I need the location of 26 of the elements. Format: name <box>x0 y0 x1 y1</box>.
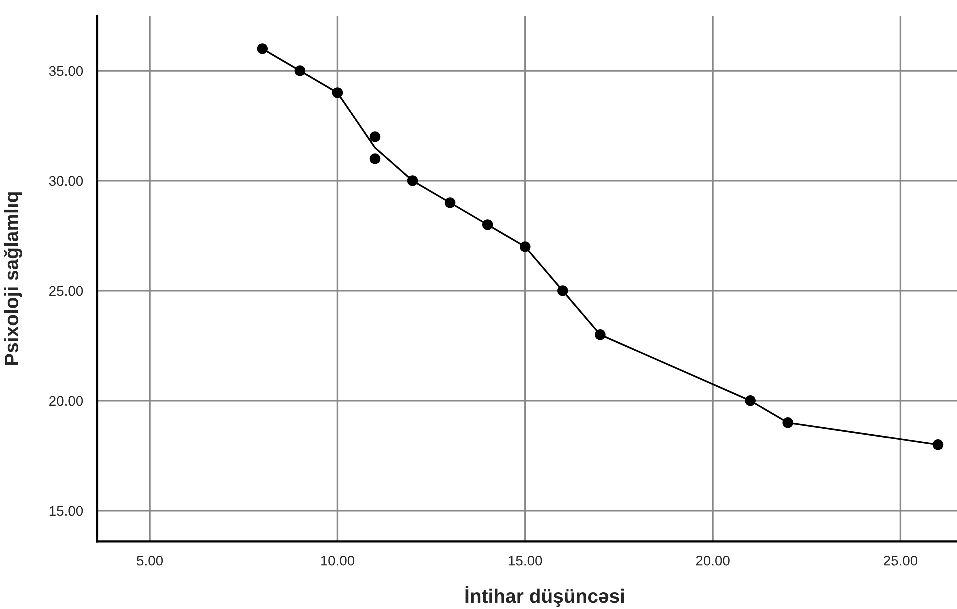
x-tick-label: 20.00 <box>696 556 730 566</box>
point <box>370 132 381 142</box>
point <box>595 330 606 340</box>
point <box>782 418 794 428</box>
point <box>558 286 568 296</box>
y-tick-label: 20.00 <box>50 396 84 406</box>
point <box>482 220 494 230</box>
point <box>520 242 531 252</box>
x-tick-label: 15.00 <box>509 556 542 566</box>
point <box>332 88 344 98</box>
x-tick-label: 25.00 <box>884 556 918 566</box>
y-axis-title: Psixoloji sağlamlıq <box>4 192 22 366</box>
point <box>294 66 306 76</box>
y-tick-label: 30.00 <box>49 176 84 186</box>
x-axis-title: İntihar düşüncəsi <box>466 586 624 608</box>
point <box>370 154 381 164</box>
point <box>407 176 418 186</box>
x-tick-label: 10.00 <box>321 556 355 566</box>
point <box>444 198 456 208</box>
point <box>932 440 944 450</box>
y-tick-label: 15.00 <box>50 506 84 516</box>
y-tick-label: 25.00 <box>50 286 84 296</box>
y-tick-label: 35.00 <box>49 66 84 76</box>
point <box>257 44 268 54</box>
x-tick-label: 5.00 <box>137 556 164 566</box>
point <box>745 396 756 406</box>
